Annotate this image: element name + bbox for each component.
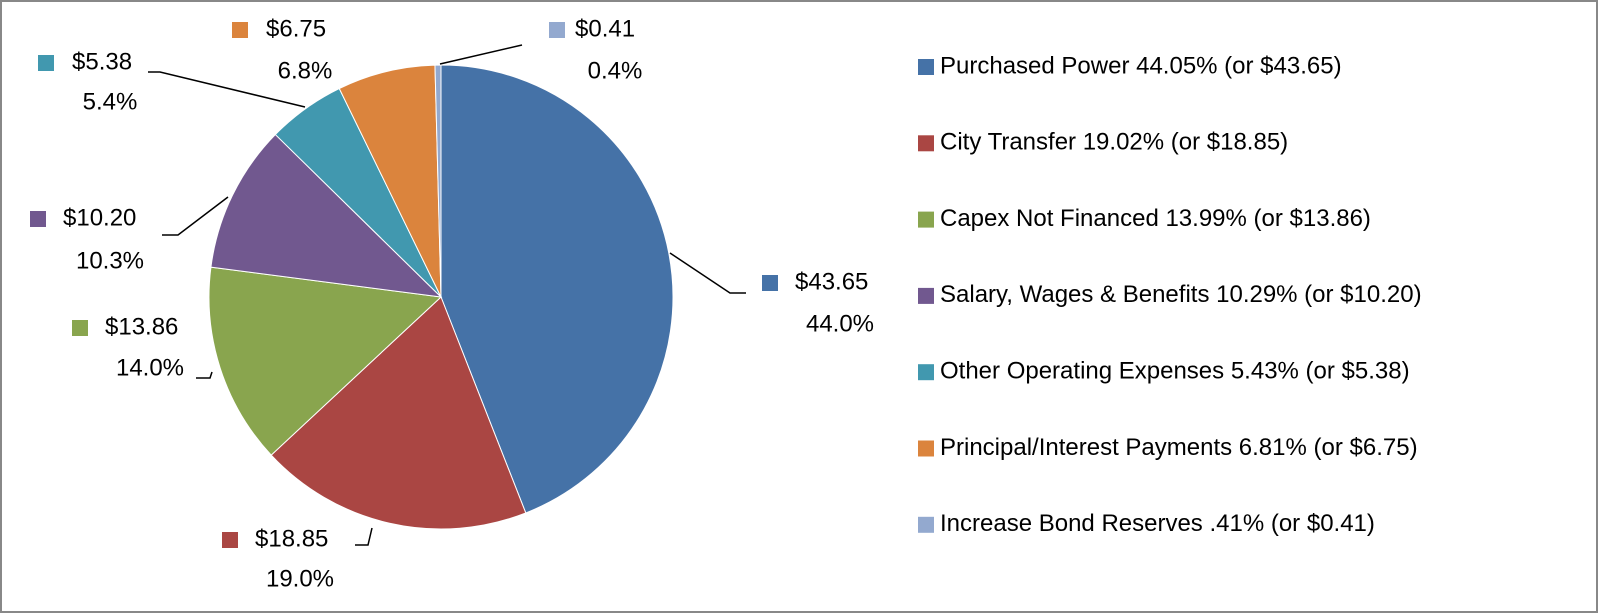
data-label: $6.75	[266, 15, 326, 42]
leader-line	[196, 371, 213, 379]
percent-label: 14.0%	[116, 354, 184, 381]
legend-marker	[918, 211, 934, 228]
label-marker	[38, 55, 54, 71]
pie-slice	[210, 133, 443, 298]
legend-marker	[918, 364, 934, 381]
pie-slice	[434, 64, 442, 298]
percent-label: 0.4%	[588, 57, 643, 84]
legend-marker	[918, 287, 934, 304]
leader-line	[669, 252, 746, 294]
leader-line	[355, 527, 373, 546]
legend-marker	[918, 440, 934, 457]
legend-label: Purchased Power 44.05% (or $43.65)	[940, 52, 1342, 79]
data-label: $13.86	[105, 313, 178, 340]
label-marker	[549, 22, 565, 38]
pie-slice	[270, 296, 527, 530]
legend-label: Salary, Wages & Benefits 10.29% (or $10.…	[940, 281, 1422, 308]
label-marker	[72, 320, 88, 336]
data-label: $0.41	[575, 15, 635, 42]
legend-marker	[918, 59, 934, 75]
legend-label: Capex Not Financed 13.99% (or $13.86)	[940, 205, 1371, 232]
percent-label: 44.0%	[806, 310, 874, 337]
pie-slice	[208, 266, 443, 456]
legend-marker	[918, 135, 934, 152]
legend-label: Principal/Interest Payments 6.81% (or $6…	[940, 434, 1418, 461]
data-label: $10.20	[63, 204, 136, 231]
data-label: $43.65	[795, 268, 868, 295]
label-marker	[232, 22, 248, 38]
legend-marker	[918, 516, 934, 533]
percent-label: 10.3%	[76, 247, 144, 274]
legend-label: Increase Bond Reserves .41% (or $0.41)	[940, 510, 1375, 537]
percent-label: 19.0%	[266, 565, 334, 592]
label-marker	[222, 532, 238, 548]
leader-line	[162, 196, 229, 236]
leader-line	[148, 71, 306, 108]
percent-label: 5.4%	[83, 88, 138, 115]
percent-label: 6.8%	[278, 57, 333, 84]
legend-label: Other Operating Expenses 5.43% (or $5.38…	[940, 358, 1410, 385]
data-label: $5.38	[72, 48, 132, 75]
label-marker	[762, 275, 778, 291]
data-label: $18.85	[255, 525, 328, 552]
leader-line	[439, 44, 523, 65]
pie-slice	[440, 64, 674, 514]
legend-label: City Transfer 19.02% (or $18.85)	[940, 129, 1288, 156]
label-marker	[30, 211, 46, 227]
